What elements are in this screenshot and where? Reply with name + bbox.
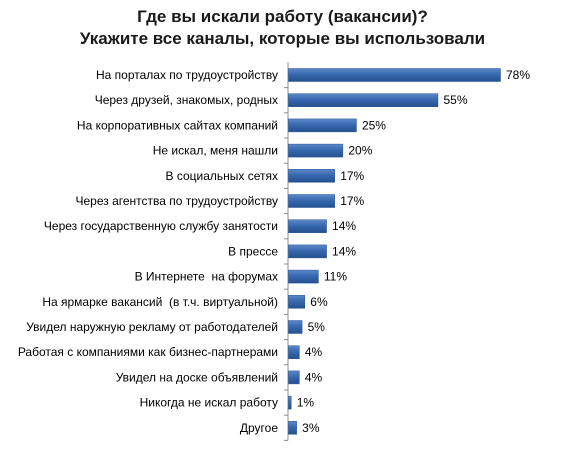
chart-title-block: Где вы искали работу (вакансии)? Укажите… (0, 6, 565, 50)
bar (288, 93, 439, 107)
chart-title: Где вы искали работу (вакансии)? (137, 7, 428, 26)
value-label: 20% (348, 144, 372, 158)
value-label: 11% (324, 270, 347, 284)
value-label: 17% (340, 194, 364, 208)
value-label: 17% (340, 169, 364, 183)
value-label: 78% (506, 68, 530, 82)
bar (288, 345, 300, 359)
value-label: 1% (297, 396, 315, 410)
category-label: На ярмарке вакансий (в т.ч. виртуальной) (42, 295, 278, 309)
category-label: Увидел на доске объявлений (116, 370, 278, 384)
bar (288, 421, 297, 435)
value-label: 3% (302, 421, 320, 435)
category-label: Через государственную службу занятости (44, 219, 278, 233)
category-label: На порталах по трудоустройству (96, 68, 278, 82)
bar (288, 68, 501, 82)
value-label: 14% (332, 219, 356, 233)
bar (288, 194, 335, 208)
value-label: 6% (310, 295, 328, 309)
bar (288, 295, 306, 309)
category-label: Другое (240, 421, 278, 435)
value-label: 5% (308, 320, 326, 334)
value-label: 55% (443, 93, 467, 107)
category-label: Через друзей, знакомых, родных (95, 93, 278, 107)
value-label: 14% (332, 244, 356, 258)
chart-subtitle: Укажите все каналы, которые вы использов… (79, 29, 486, 48)
value-label: 4% (305, 370, 323, 384)
category-label: Работая с компаниями как бизнес-партнера… (18, 345, 278, 359)
bar (288, 118, 357, 133)
bar (288, 219, 327, 233)
category-label: В социальных сетях (165, 169, 278, 183)
bar (288, 370, 300, 385)
bar (288, 269, 319, 284)
category-label: Никогда не искал работу (140, 396, 278, 410)
category-label: В Интернете на форумах (135, 270, 278, 284)
bar (288, 320, 303, 334)
bar (288, 169, 335, 183)
category-label: Увидел наружную рекламу от работодателей (26, 320, 278, 334)
bar (288, 395, 292, 410)
value-label: 4% (305, 345, 323, 359)
category-label: Не искал, меня нашли (153, 144, 278, 158)
category-label: На корпоративных сайтах компаний (77, 118, 278, 132)
category-label: В прессе (228, 244, 278, 258)
value-label: 25% (362, 118, 386, 132)
bar (288, 143, 344, 158)
category-label: Через агентства по трудоустройству (76, 194, 279, 208)
bar (288, 244, 327, 259)
